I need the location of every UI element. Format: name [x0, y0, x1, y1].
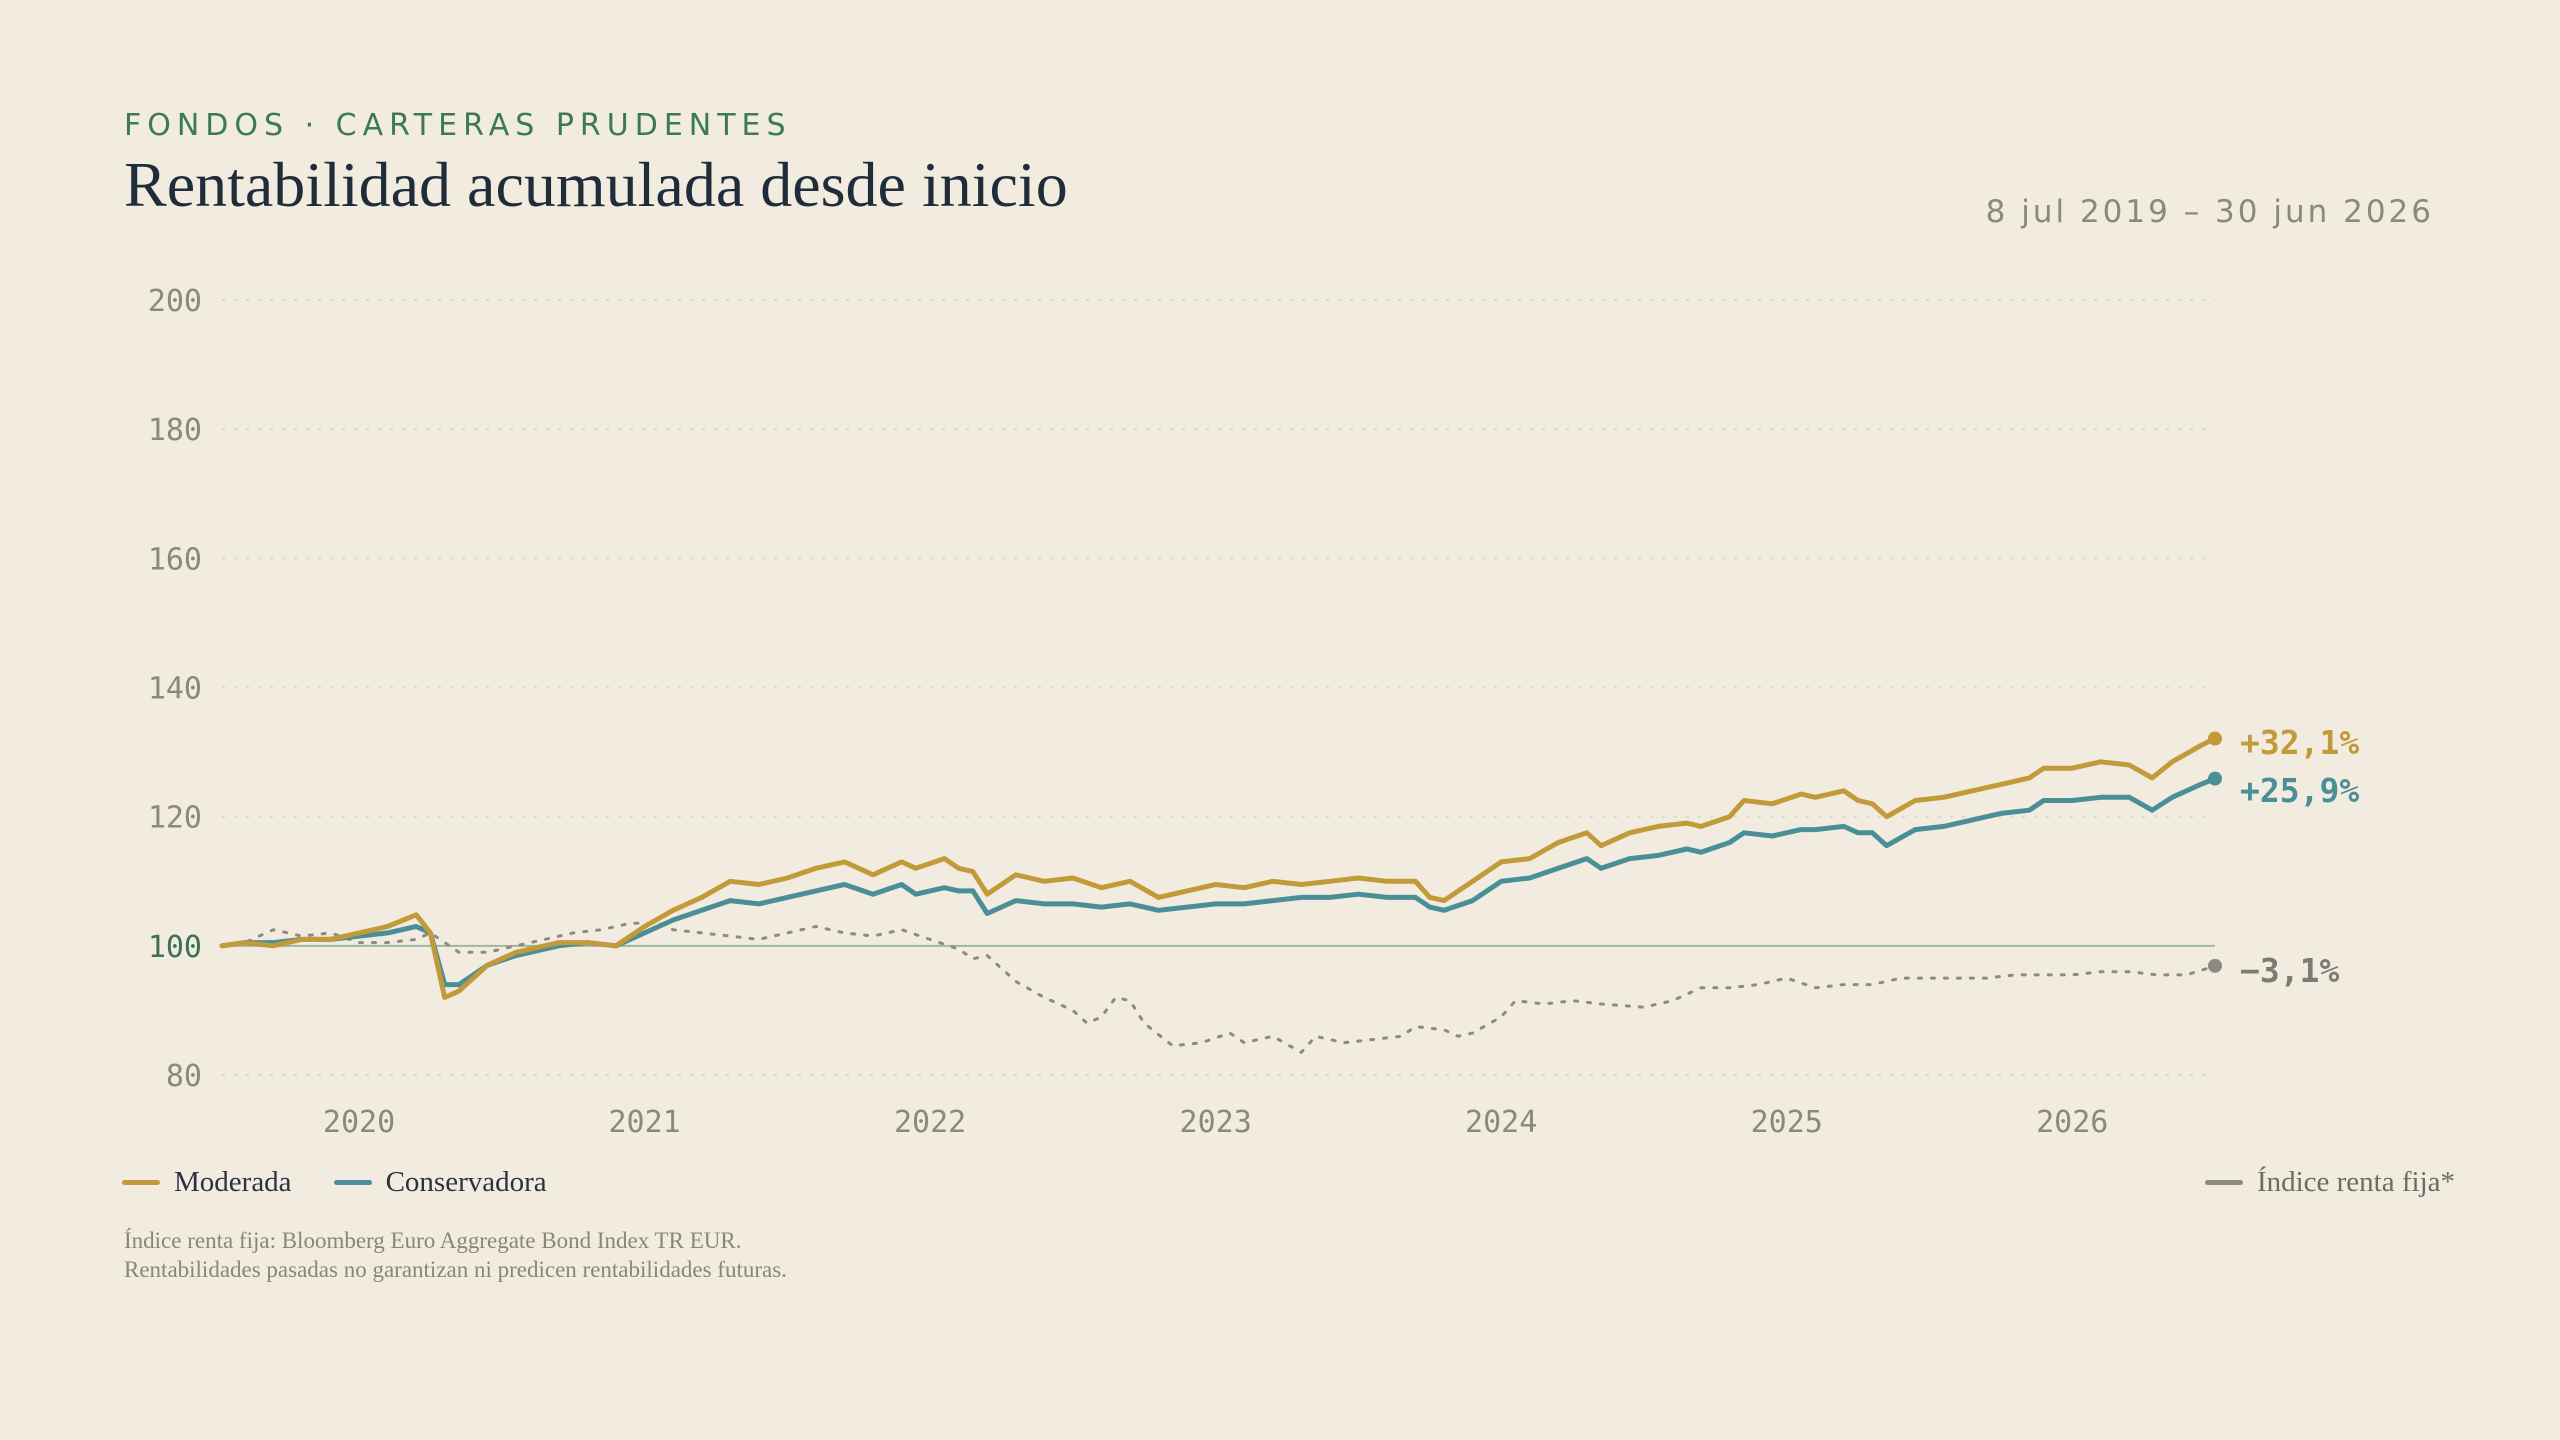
series-end-marker-moderada — [2208, 731, 2222, 746]
x-tick-label-2020: 2020 — [323, 1105, 395, 1140]
y-tick-label-80: 80 — [166, 1059, 202, 1094]
line-chart: 80 100 120 140 160 180 200 2020 2021 2022 2023 2024… — [148, 284, 2360, 1140]
y-tick-label-140: 140 — [148, 672, 202, 707]
series-end-marker-indice — [2208, 958, 2222, 973]
legend-swatch-moderada — [122, 1180, 160, 1185]
series-line-indice — [220, 921, 2217, 1054]
legend-item-indice[interactable]: Índice renta fija* — [2204, 1166, 2455, 1199]
y-tick-label-200: 200 — [148, 284, 202, 319]
footnote-line-2: Rentabilidades pasadas no garantizan ni … — [124, 1257, 787, 1282]
x-tick-label-2025: 2025 — [1751, 1105, 1823, 1140]
x-tick-label-2022: 2022 — [894, 1105, 966, 1140]
series-end-label-conservadora: +25,9% — [2240, 771, 2359, 810]
legend-swatch-conservadora — [333, 1180, 372, 1185]
x-tick-label-2024: 2024 — [1465, 1105, 1537, 1140]
x-tick-label-2021: 2021 — [608, 1105, 680, 1140]
legend-label-moderada: Moderada — [174, 1166, 292, 1198]
legend-label-indice: Índice renta fija* — [2256, 1166, 2455, 1198]
legend-index: Índice renta fija* — [2204, 1166, 2455, 1199]
legend-item-moderada[interactable]: Moderada — [122, 1166, 292, 1199]
series-end-label-moderada: +32,1% — [2240, 723, 2359, 762]
series-end-label-indice: −3,1% — [2240, 951, 2339, 990]
x-tick-label-2026: 2026 — [2036, 1105, 2108, 1140]
series-line-conservadora — [219, 776, 2218, 988]
y-tick-label-100: 100 — [148, 930, 202, 965]
y-tick-label-180: 180 — [148, 413, 202, 448]
legend-label-conservadora: Conservadora — [385, 1166, 547, 1198]
legend-swatch-indice — [2204, 1180, 2243, 1185]
x-tick-label-2023: 2023 — [1180, 1105, 1252, 1140]
legend-item-conservadora[interactable]: Conservadora — [333, 1166, 547, 1199]
chart-title: Rentabilidad acumulada desde inicio — [124, 149, 1068, 220]
legend-main: Moderada Conservadora — [122, 1166, 589, 1199]
date-range: 8 jul 2019 – 30 jun 2026 — [1985, 194, 2434, 230]
y-tick-label-160: 160 — [148, 542, 202, 577]
series-end-marker-conservadora — [2208, 771, 2222, 786]
chart-eyebrow: FONDOS · CARTERAS PRUDENTES — [124, 108, 792, 143]
series-line-moderada — [219, 736, 2218, 1000]
footnote: Índice renta fija: Bloomberg Euro Aggreg… — [124, 1226, 787, 1284]
y-tick-label-120: 120 — [148, 801, 202, 836]
footnote-line-1: Índice renta fija: Bloomberg Euro Aggreg… — [124, 1228, 742, 1253]
